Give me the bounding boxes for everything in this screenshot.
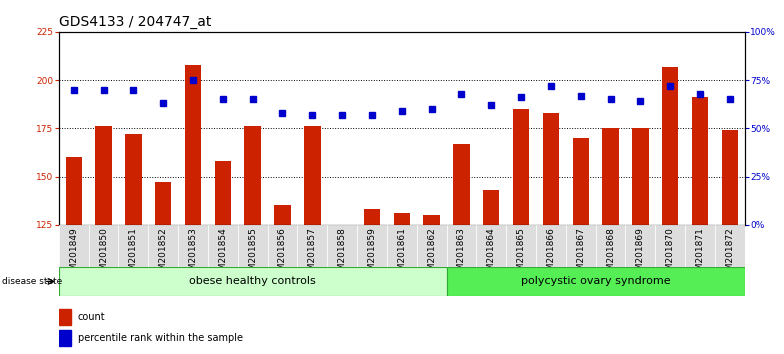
Text: GSM201853: GSM201853 <box>188 227 198 282</box>
Bar <box>447 225 477 267</box>
Bar <box>297 225 327 267</box>
Bar <box>215 161 231 354</box>
Bar <box>632 129 648 354</box>
Bar <box>274 205 291 354</box>
Bar <box>364 209 380 354</box>
Text: GSM201865: GSM201865 <box>517 227 525 282</box>
Bar <box>655 225 685 267</box>
Text: GSM201871: GSM201871 <box>695 227 705 282</box>
Bar <box>572 138 589 354</box>
Text: GSM201858: GSM201858 <box>338 227 347 282</box>
Bar <box>155 182 172 354</box>
Bar <box>178 225 208 267</box>
Text: GSM201854: GSM201854 <box>218 227 227 282</box>
Bar <box>59 330 71 346</box>
Bar <box>59 267 447 296</box>
Text: count: count <box>78 312 105 322</box>
Text: polycystic ovary syndrome: polycystic ovary syndrome <box>521 276 670 286</box>
Bar <box>685 225 715 267</box>
Text: GSM201870: GSM201870 <box>666 227 675 282</box>
Bar <box>387 225 417 267</box>
Text: GSM201852: GSM201852 <box>158 227 168 282</box>
Text: GSM201851: GSM201851 <box>129 227 138 282</box>
Bar <box>208 225 238 267</box>
Bar <box>334 225 350 354</box>
Text: obese healthy controls: obese healthy controls <box>189 276 316 286</box>
Text: GSM201856: GSM201856 <box>278 227 287 282</box>
Text: GSM201864: GSM201864 <box>487 227 495 282</box>
Bar <box>96 126 112 354</box>
Bar <box>59 309 71 325</box>
Bar <box>417 225 447 267</box>
Bar <box>267 225 297 267</box>
Text: GSM201867: GSM201867 <box>576 227 586 282</box>
Text: GSM201859: GSM201859 <box>368 227 376 282</box>
Text: GDS4133 / 204747_at: GDS4133 / 204747_at <box>59 16 211 29</box>
Bar <box>304 126 321 354</box>
Bar <box>89 225 118 267</box>
Text: GSM201868: GSM201868 <box>606 227 615 282</box>
Bar <box>596 225 626 267</box>
Bar <box>602 129 619 354</box>
Bar <box>722 130 738 354</box>
Bar <box>185 65 201 354</box>
Bar <box>148 225 178 267</box>
Bar <box>118 225 148 267</box>
Bar <box>477 225 506 267</box>
Text: GSM201850: GSM201850 <box>99 227 108 282</box>
Bar <box>662 67 678 354</box>
Text: GSM201849: GSM201849 <box>69 227 78 282</box>
Bar <box>513 109 529 354</box>
Text: GSM201862: GSM201862 <box>427 227 436 282</box>
Bar <box>238 225 267 267</box>
Bar <box>245 126 261 354</box>
Bar <box>506 225 536 267</box>
Bar <box>566 225 596 267</box>
Text: GSM201861: GSM201861 <box>397 227 406 282</box>
Bar <box>447 267 745 296</box>
Bar <box>125 134 142 354</box>
Text: percentile rank within the sample: percentile rank within the sample <box>78 333 242 343</box>
Text: GSM201866: GSM201866 <box>546 227 555 282</box>
Text: GSM201863: GSM201863 <box>457 227 466 282</box>
Bar <box>715 225 745 267</box>
Bar <box>536 225 566 267</box>
Text: GSM201855: GSM201855 <box>249 227 257 282</box>
Text: GSM201872: GSM201872 <box>725 227 735 282</box>
Bar <box>691 97 708 354</box>
Bar <box>394 213 410 354</box>
Text: disease state: disease state <box>2 277 62 286</box>
Text: GSM201869: GSM201869 <box>636 227 645 282</box>
Bar <box>66 157 82 354</box>
Bar <box>357 225 387 267</box>
Bar <box>626 225 655 267</box>
Bar <box>423 215 440 354</box>
Bar <box>453 144 470 354</box>
Bar <box>59 225 89 267</box>
Bar <box>327 225 357 267</box>
Bar <box>543 113 559 354</box>
Text: GSM201857: GSM201857 <box>308 227 317 282</box>
Bar <box>483 190 499 354</box>
